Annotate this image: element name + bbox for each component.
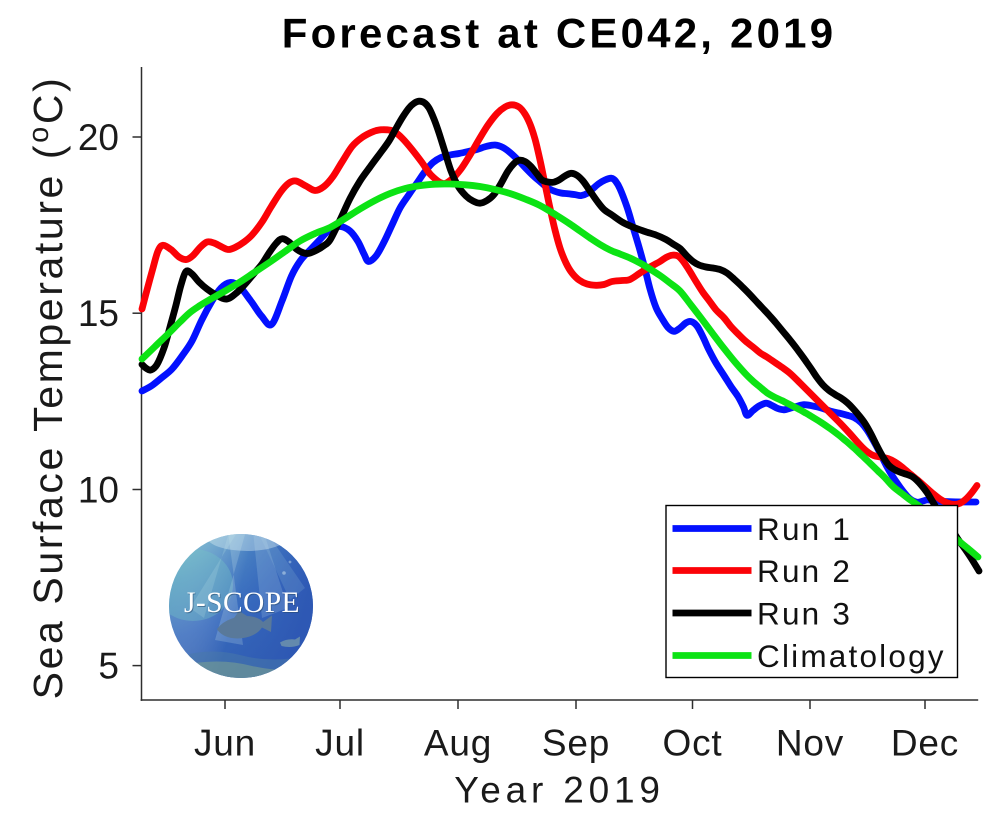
svg-text:Dec: Dec	[891, 723, 959, 764]
svg-text:Sea Surface Temperature (oC): Sea Surface Temperature (oC)	[23, 76, 71, 700]
svg-text:Oct: Oct	[663, 723, 723, 764]
svg-text:J-SCOPE: J-SCOPE	[185, 588, 301, 620]
svg-text:20: 20	[78, 117, 119, 158]
svg-text:5: 5	[98, 646, 119, 687]
svg-text:Jul: Jul	[315, 723, 365, 764]
svg-text:Sep: Sep	[542, 723, 610, 764]
svg-text:Year 2019: Year 2019	[454, 770, 665, 811]
svg-text:Run 3: Run 3	[757, 596, 852, 632]
svg-text:Forecast at CE042, 2019: Forecast at CE042, 2019	[282, 10, 837, 57]
svg-text:Climatology: Climatology	[757, 638, 946, 674]
svg-text:Jun: Jun	[194, 723, 256, 764]
svg-text:15: 15	[78, 293, 119, 334]
svg-text:Nov: Nov	[776, 723, 844, 764]
svg-text:10: 10	[78, 470, 119, 511]
svg-text:J-SCOPE: J-SCOPE	[184, 587, 300, 619]
svg-text:Run 1: Run 1	[757, 511, 852, 547]
svg-text:Aug: Aug	[424, 723, 492, 764]
svg-text:Run 2: Run 2	[757, 553, 852, 589]
